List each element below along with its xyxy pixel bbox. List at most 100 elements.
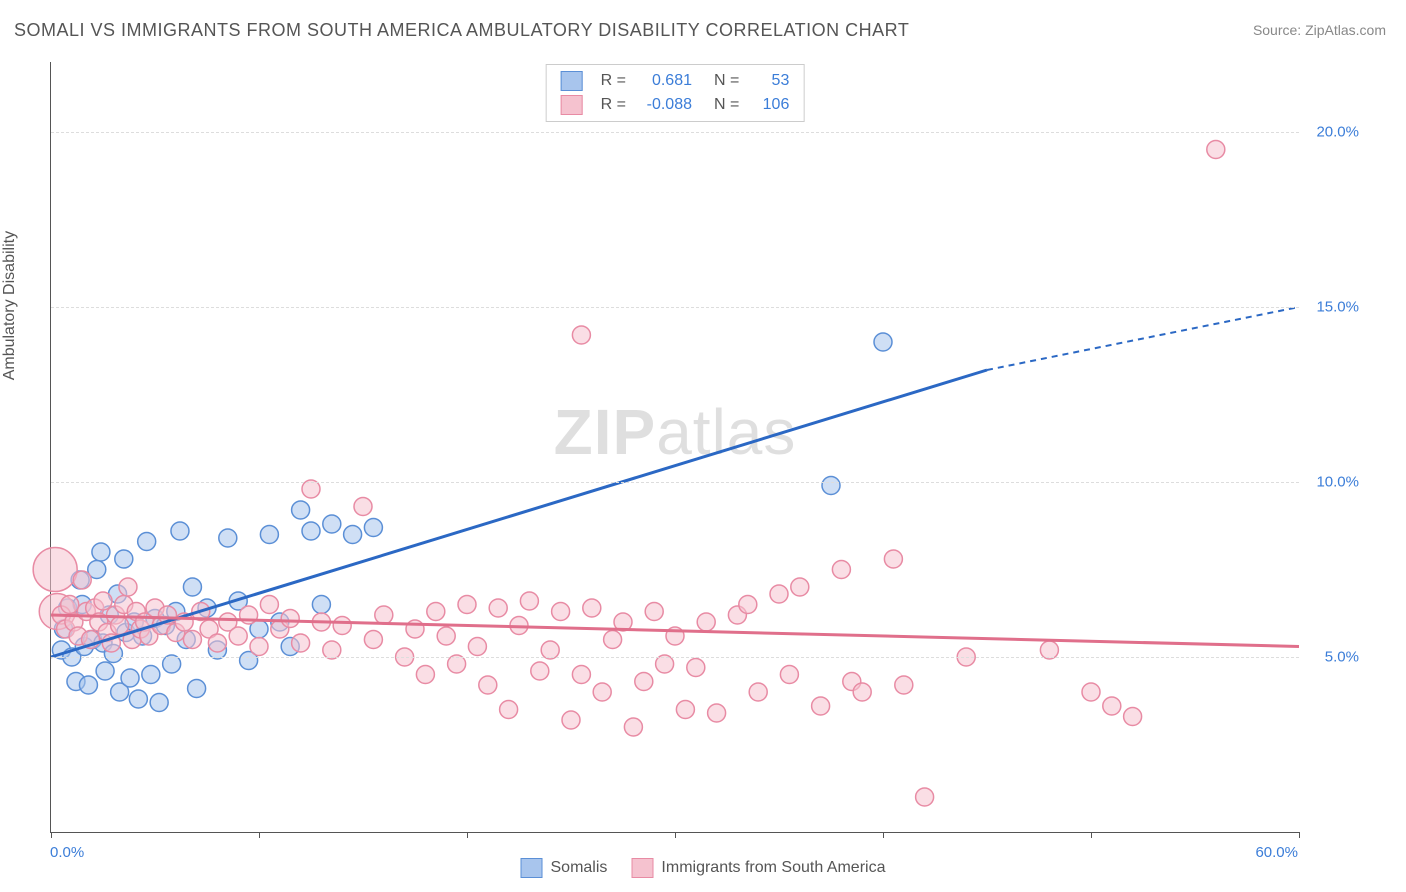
legend-swatch (521, 858, 543, 878)
scatter-point (780, 666, 798, 684)
scatter-point (895, 676, 913, 694)
y-axis-label: Ambulatory Disability (1, 231, 19, 380)
chart-container: SOMALI VS IMMIGRANTS FROM SOUTH AMERICA … (0, 0, 1406, 892)
x-tick (883, 832, 884, 838)
scatter-point (468, 638, 486, 656)
scatter-point (292, 634, 310, 652)
scatter-point (604, 631, 622, 649)
scatter-point (292, 501, 310, 519)
scatter-point (697, 613, 715, 631)
scatter-point (572, 326, 590, 344)
y-tick-label: 5.0% (1325, 649, 1359, 666)
scatter-point (375, 606, 393, 624)
scatter-svg (51, 62, 1299, 832)
scatter-point (687, 659, 705, 677)
scatter-point (427, 603, 445, 621)
scatter-point (323, 515, 341, 533)
scatter-point (1124, 708, 1142, 726)
scatter-point (171, 522, 189, 540)
scatter-point (832, 561, 850, 579)
scatter-point (458, 596, 476, 614)
scatter-point (250, 638, 268, 656)
scatter-point (489, 599, 507, 617)
scatter-point (572, 666, 590, 684)
scatter-point (364, 631, 382, 649)
scatter-point (812, 697, 830, 715)
legend-label: Somalis (551, 859, 608, 876)
gridline (51, 307, 1299, 308)
source-site: ZipAtlas.com (1305, 22, 1386, 38)
scatter-point (531, 662, 549, 680)
scatter-point (138, 533, 156, 551)
scatter-point (1207, 141, 1225, 159)
scatter-point (344, 526, 362, 544)
gridline (51, 482, 1299, 483)
scatter-point (333, 617, 351, 635)
y-tick-label: 20.0% (1316, 124, 1359, 141)
scatter-point (916, 788, 934, 806)
scatter-point (79, 676, 97, 694)
scatter-point (500, 701, 518, 719)
scatter-point (188, 680, 206, 698)
regression-line (51, 370, 987, 657)
scatter-point (129, 690, 147, 708)
scatter-point (593, 683, 611, 701)
scatter-point (312, 596, 330, 614)
scatter-point (437, 627, 455, 645)
scatter-point (183, 631, 201, 649)
y-tick-label: 10.0% (1316, 474, 1359, 491)
scatter-point (645, 603, 663, 621)
scatter-point (229, 627, 247, 645)
regression-line-extrapolated (987, 307, 1299, 370)
scatter-point (142, 666, 160, 684)
scatter-point (552, 603, 570, 621)
scatter-point (121, 669, 139, 687)
gridline (51, 132, 1299, 133)
chart-title: SOMALI VS IMMIGRANTS FROM SOUTH AMERICA … (14, 20, 909, 41)
scatter-point (583, 599, 601, 617)
scatter-point (150, 694, 168, 712)
scatter-point (624, 718, 642, 736)
scatter-point (739, 596, 757, 614)
x-tick (51, 832, 52, 838)
scatter-point (219, 529, 237, 547)
scatter-point (281, 610, 299, 628)
scatter-point (479, 676, 497, 694)
scatter-point (853, 683, 871, 701)
scatter-point (874, 333, 892, 351)
scatter-point (119, 578, 137, 596)
scatter-point (791, 578, 809, 596)
scatter-point (260, 596, 278, 614)
x-tick-label: 60.0% (1255, 844, 1298, 861)
scatter-point (770, 585, 788, 603)
legend-item: Immigrants from South America (631, 858, 885, 878)
scatter-point (111, 617, 129, 635)
x-tick (675, 832, 676, 838)
legend-label: Immigrants from South America (661, 859, 885, 876)
scatter-point (884, 550, 902, 568)
scatter-point (364, 519, 382, 537)
scatter-point-large (33, 548, 77, 592)
source-prefix: Source: (1253, 22, 1305, 38)
scatter-point (92, 543, 110, 561)
scatter-point (354, 498, 372, 516)
scatter-point (749, 683, 767, 701)
scatter-point (94, 592, 112, 610)
scatter-point (635, 673, 653, 691)
scatter-point (302, 522, 320, 540)
x-tick (259, 832, 260, 838)
legend-item: Somalis (521, 858, 608, 878)
scatter-point (61, 596, 79, 614)
x-tick (467, 832, 468, 838)
gridline (51, 657, 1299, 658)
y-tick-label: 15.0% (1316, 299, 1359, 316)
series-legend: Somalis Immigrants from South America (521, 858, 886, 878)
scatter-point (676, 701, 694, 719)
scatter-point (208, 634, 226, 652)
scatter-point (520, 592, 538, 610)
x-tick (1299, 832, 1300, 838)
source-attribution: Source: ZipAtlas.com (1253, 22, 1386, 38)
scatter-point (562, 711, 580, 729)
scatter-point (115, 550, 133, 568)
scatter-point (183, 578, 201, 596)
